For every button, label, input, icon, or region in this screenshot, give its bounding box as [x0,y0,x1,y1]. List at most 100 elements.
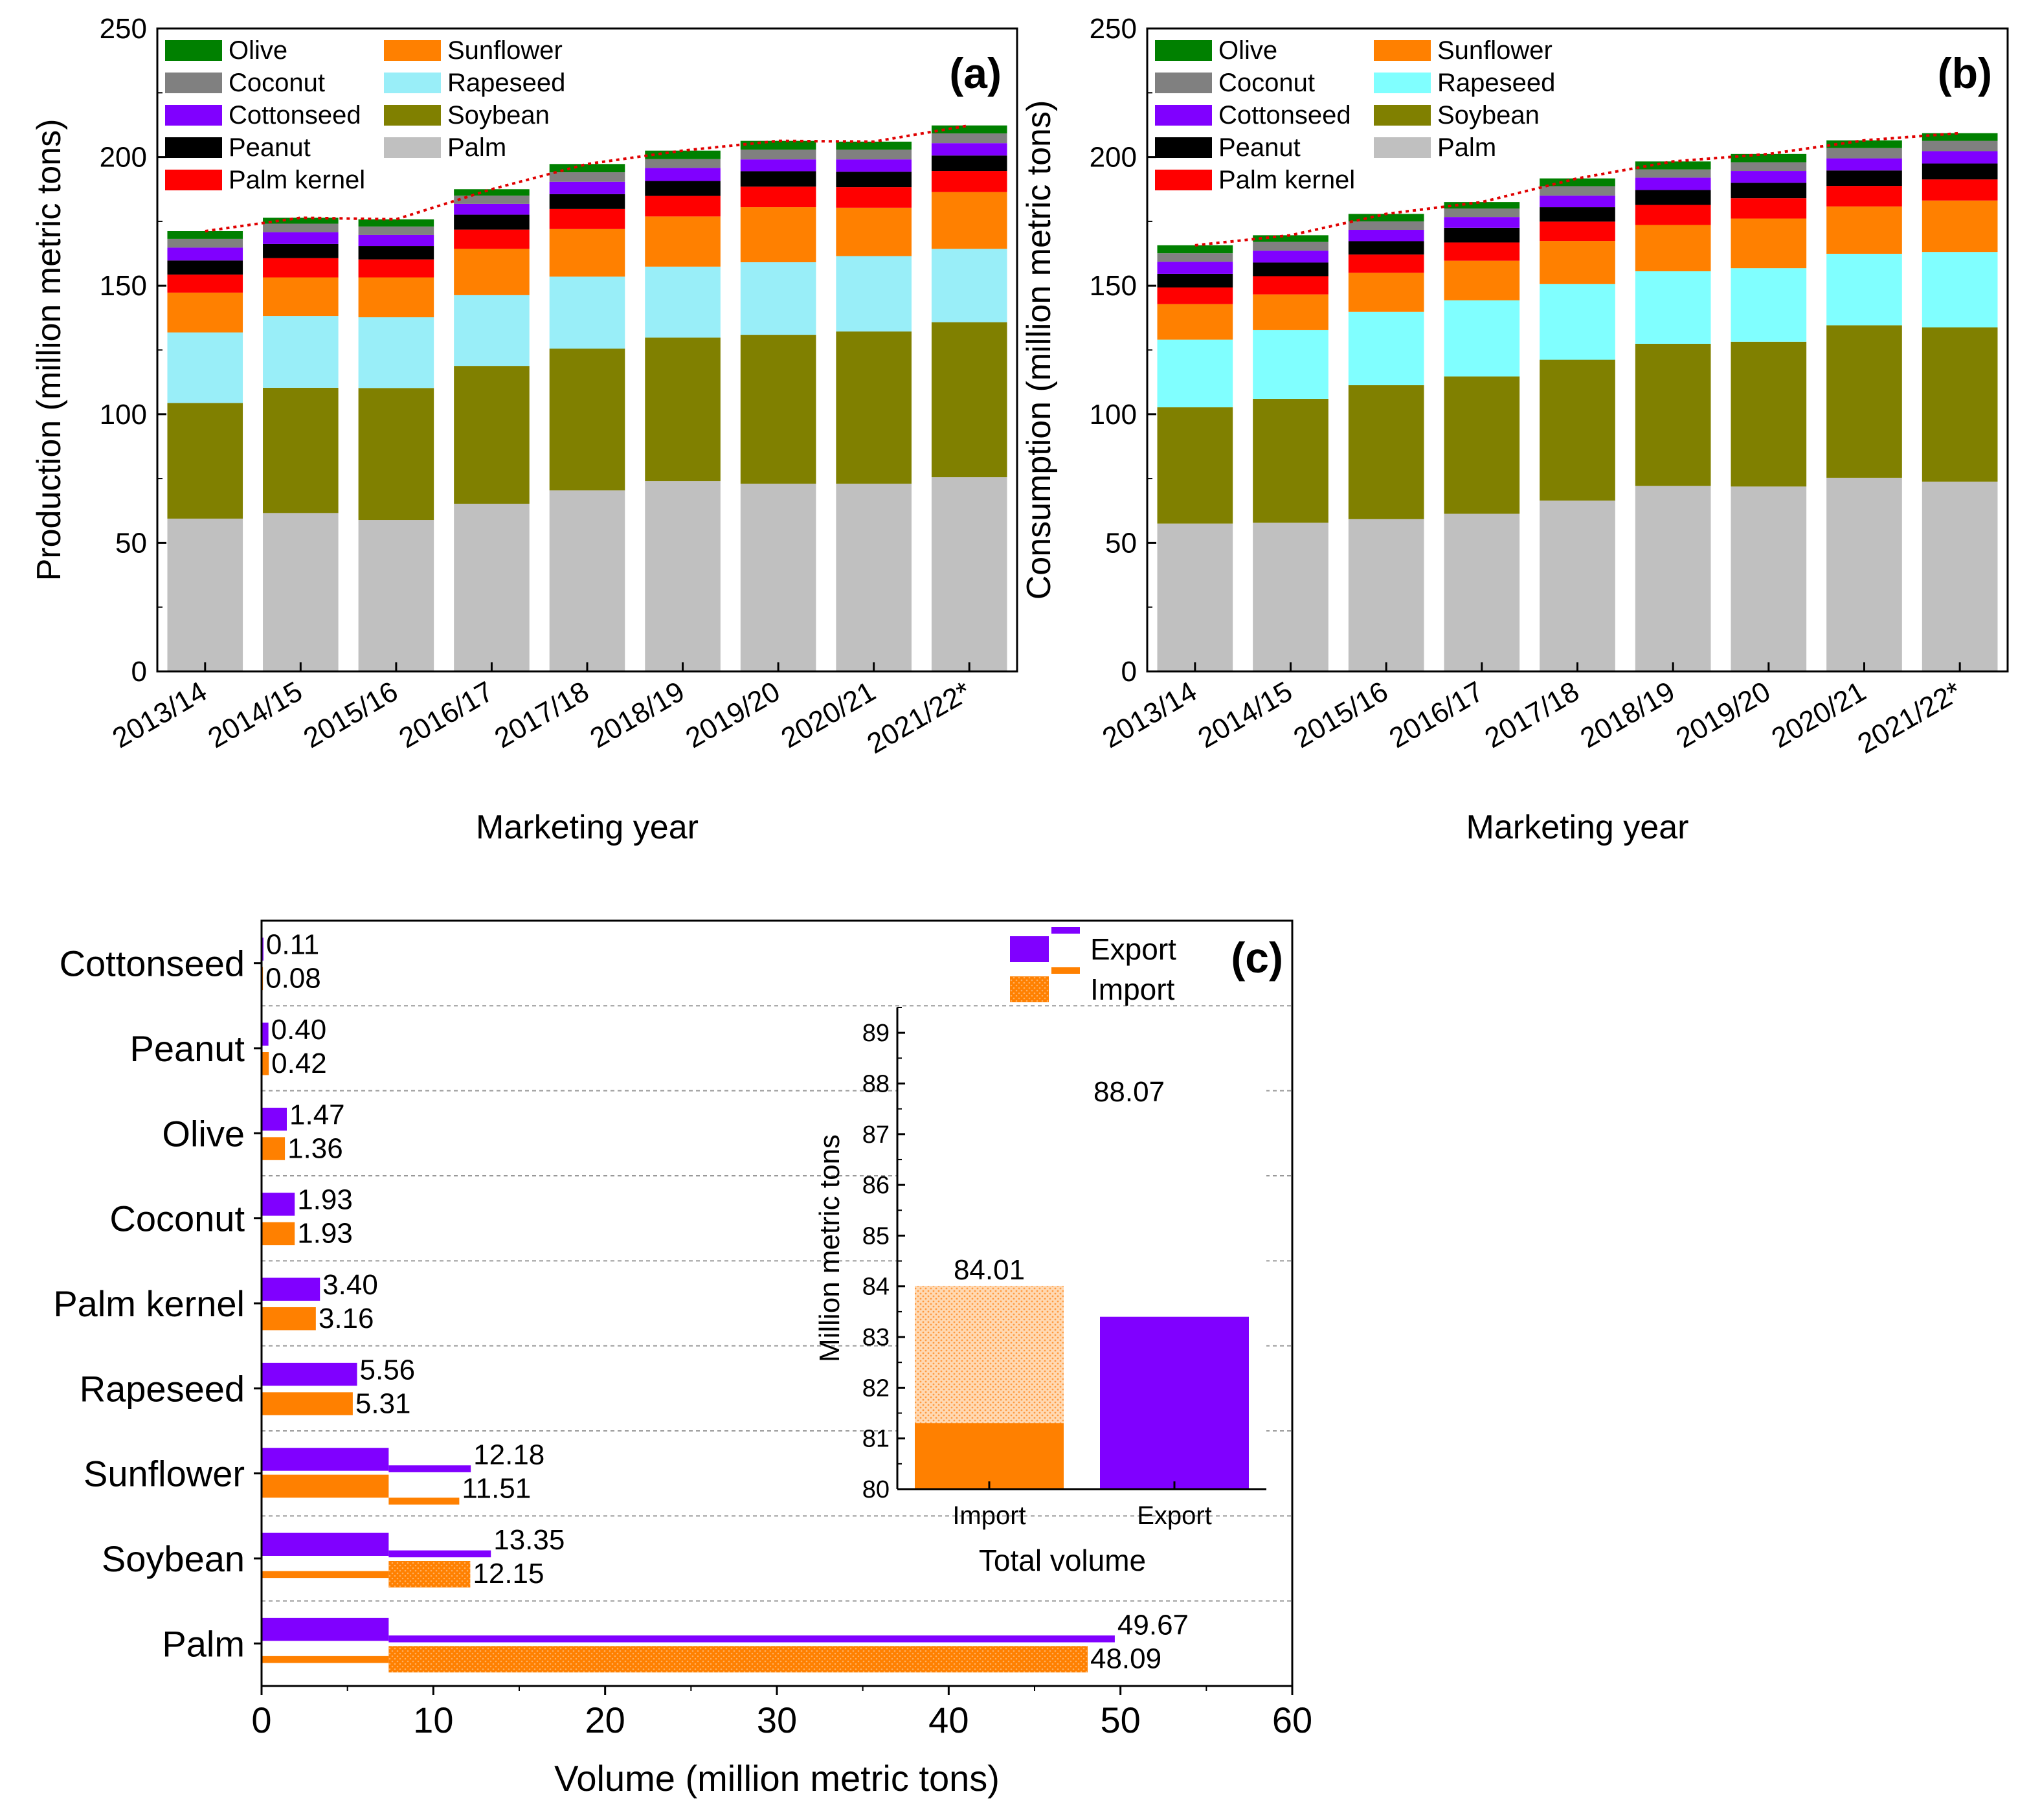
panel-b-bar-sunflower-2020/21 [1826,206,1902,254]
panel-b-bar-rapeseed-2020/21 [1826,253,1902,326]
panel-b-bar-palm-2018/19 [1635,486,1711,671]
panel-c-bar-import-peanut [262,1052,269,1075]
panel-b-bar-soybean-2015/16 [1348,385,1424,519]
inset-bar-import-solid [915,1423,1064,1489]
panel-b-legend-label-soybean: Soybean [1437,101,1540,129]
panel-a-panel-label: (a) [949,49,1002,97]
panel-b-bar-palm-kernel-2019/20 [1731,198,1807,219]
panel-a-ytick-label: 200 [100,142,147,174]
panel-b-bar-peanut-2021/22* [1922,163,1998,180]
panel-a-bar-peanut-2017/18 [549,194,625,209]
panel-a-bar-peanut-2013/14 [167,260,243,275]
panel-a-xtick-label: 2020/21 [776,675,880,754]
panel-a-legend-label-coconut: Coconut [229,69,325,97]
panel-a-xtick-label: 2015/16 [298,675,403,754]
panel-c-category-label-soybean: Soybean [102,1538,245,1579]
panel-b-bar-cottonseed-2021/22* [1922,151,1998,164]
inset-y-axis-title: Million metric tons [814,1134,846,1362]
panel-a-bar-cottonseed-2018/19 [645,168,721,181]
panel-b-bar-palm-kernel-2018/19 [1635,205,1711,225]
panel-c-value-export-olive: 1.47 [289,1099,345,1130]
panel-c-bar-import-olive [262,1137,286,1160]
panel-c-value-import-palm-kernel: 3.16 [319,1303,374,1334]
panel-a-bar-palm-kernel-2014/15 [263,258,339,278]
panel-b-bar-peanut-2015/16 [1348,241,1424,255]
panel-c-legend-swatch-export-ext [1051,927,1080,934]
panel-c-x-axis-title: Volume (million metric tons) [554,1758,1000,1799]
panel-b-bar-olive-2016/17 [1444,202,1520,209]
panel-a-bar-sunflower-2016/17 [454,249,530,295]
panel-b-bar-coconut-2013/14 [1157,253,1233,262]
panel-c-bar-export-ext-palm [388,1635,1115,1643]
panel-b-legend-label-sunflower: Sunflower [1437,36,1553,65]
panel-a-bar-peanut-2015/16 [358,246,434,260]
panel-a-bar-palm-kernel-2016/17 [454,229,530,249]
panel-a-total-trend-line [205,124,970,232]
panel-a-bar-soybean-2020/21 [836,331,912,484]
panel-b-legend-swatch-palm [1374,137,1431,158]
panel-a-bar-peanut-2014/15 [263,243,339,258]
panel-c-value-import-coconut: 1.93 [297,1218,353,1250]
panel-c-xtick-label: 60 [1272,1700,1312,1740]
panel-a-bar-olive-2013/14 [167,230,243,239]
panel-b-bar-cottonseed-2020/21 [1826,158,1902,171]
panel-a-bar-palm-2017/18 [549,490,625,671]
panel-a-bar-soybean-2013/14 [167,403,243,519]
panel-b-bar-rapeseed-2017/18 [1540,284,1615,360]
inset-ytick-label: 84 [862,1274,890,1301]
panel-c-panel-label: (c) [1231,934,1283,982]
panel-b-bar-sunflower-2019/20 [1731,218,1807,269]
panel-a-bar-sunflower-2018/19 [645,216,721,267]
panel-b-bar-sunflower-2014/15 [1253,294,1328,330]
panel-a-legend-swatch-cottonseed [165,105,222,126]
panel-a-bar-coconut-2013/14 [167,238,243,248]
panel-b-bar-palm-kernel-2020/21 [1826,186,1902,207]
panel-b-bar-olive-2020/21 [1826,140,1902,148]
panel-a-legend-swatch-soybean [384,105,441,126]
panel-a-legend-swatch-peanut [165,137,222,158]
panel-b-legend-swatch-coconut [1155,73,1212,93]
panel-b-ytick-label: 50 [1105,527,1137,559]
panel-b-bar-sunflower-2015/16 [1348,273,1424,312]
panel-c-category-label-palm-kernel: Palm kernel [53,1283,245,1324]
panel-a-bar-olive-2016/17 [454,189,530,196]
panel-b-bar-soybean-2016/17 [1444,376,1520,514]
panel-a-bar-soybean-2018/19 [645,337,721,482]
panel-a-xtick-label: 2013/14 [107,675,212,754]
panel-b-legend-label-coconut: Coconut [1218,69,1315,97]
panel-c-value-export-palm-kernel: 3.40 [322,1269,378,1301]
inset-ytick-label: 87 [862,1121,890,1149]
panel-a-legend-label-soybean: Soybean [447,101,550,129]
panel-b-bar-peanut-2013/14 [1157,273,1233,287]
panel-a-ytick-label: 250 [100,13,147,45]
panel-a-bar-palm-2013/14 [167,519,243,671]
panel-b-bar-coconut-2016/17 [1444,208,1520,218]
panel-c-bar-import-palm-kernel [262,1307,316,1331]
panel-c-xtick-label: 20 [585,1700,625,1740]
panel-a-bar-coconut-2018/19 [645,159,721,168]
panel-b-bar-peanut-2014/15 [1253,262,1328,276]
panel-b-bar-palm-2019/20 [1731,486,1807,671]
panel-b-total-trend-line [1194,131,1960,247]
inset-x-axis-title: Total volume [979,1544,1146,1577]
panel-c-bar-export-coconut [262,1193,295,1216]
panel-a-bar-soybean-2014/15 [263,387,339,513]
panel-c-bar-export-olive [262,1107,287,1131]
panel-a-bar-coconut-2016/17 [454,196,530,204]
panel-b-bar-coconut-2018/19 [1635,169,1711,178]
panel-b-bar-soybean-2018/19 [1635,343,1711,486]
panel-b-legend-label-peanut: Peanut [1218,133,1301,162]
panel-c-bar-import-coconut [262,1222,295,1246]
panel-c-bar-export-palm [262,1617,389,1641]
panel-c-xtick-label: 40 [928,1700,969,1740]
panel-a-bar-sunflower-2019/20 [740,207,816,263]
panel-b-bar-coconut-2021/22* [1922,140,1998,152]
panel-a-bar-rapeseed-2019/20 [740,262,816,335]
panel-a-bar-cottonseed-2021/22* [931,143,1007,156]
panel-a-bar-coconut-2014/15 [263,223,339,232]
panel-a-bar-sunflower-2014/15 [263,277,339,317]
panel-a-bar-cottonseed-2017/18 [549,181,625,194]
panel-a-bar-palm-2015/16 [358,520,434,671]
panel-c-bar-import-rapeseed [262,1392,353,1415]
panel-a-x-axis-title: Marketing year [476,809,699,846]
